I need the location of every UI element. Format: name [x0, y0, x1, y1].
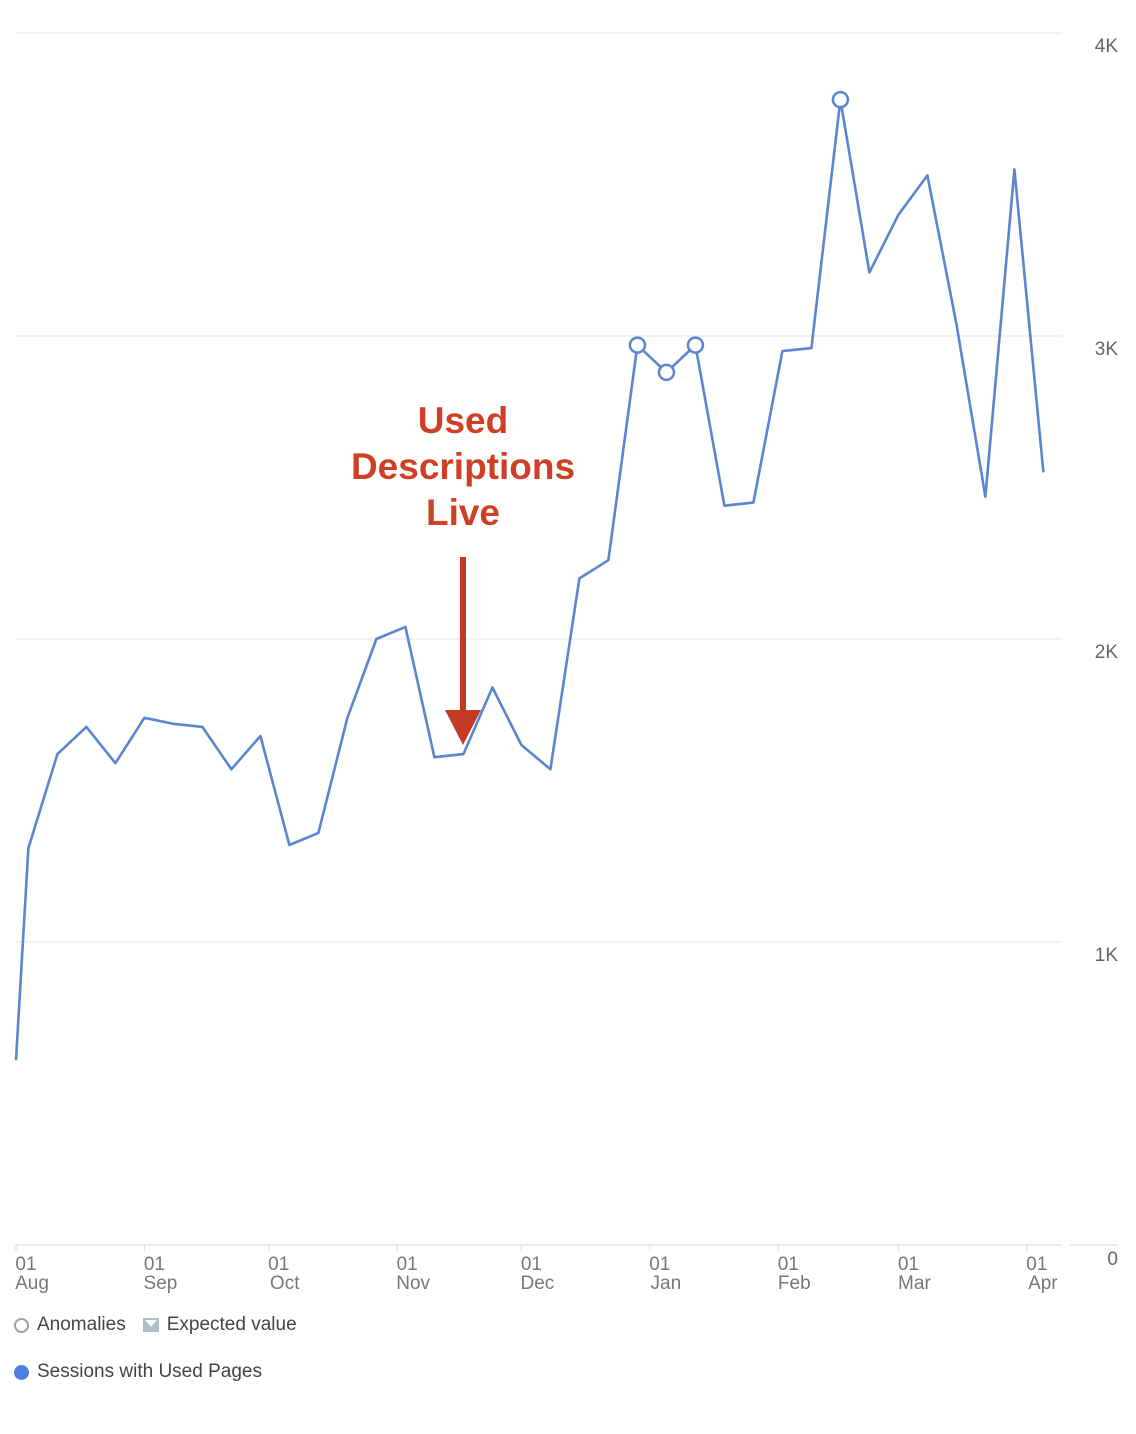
- x-tick-day-label: 01: [521, 1254, 542, 1275]
- expected-value-icon: [142, 1318, 159, 1332]
- x-tick-month-label: Oct: [270, 1273, 300, 1294]
- x-tick-day-label: 01: [898, 1254, 919, 1275]
- y-tick-label: 0: [1107, 1249, 1118, 1270]
- x-tick-month-label: Feb: [778, 1273, 811, 1294]
- x-tick-day-label: 01: [15, 1254, 36, 1275]
- annotation-line-2: Descriptions: [351, 446, 575, 487]
- x-tick-day-label: 01: [649, 1254, 670, 1275]
- anomaly-point[interactable]: [831, 90, 850, 109]
- x-tick-month-label: Dec: [521, 1273, 555, 1294]
- arrow-down-icon: [445, 710, 481, 745]
- x-axis-ticks: 01Aug01Sep01Oct01Nov01Dec01Jan01Feb01Mar…: [15, 1245, 1058, 1294]
- x-tick-month-label: Aug: [15, 1273, 49, 1294]
- legend-label-anomalies: Anomalies: [37, 1314, 126, 1335]
- legend-row-2: Sessions with Used Pages: [14, 1361, 279, 1383]
- x-tick-month-label: Jan: [651, 1273, 682, 1294]
- x-tick-day-label: 01: [778, 1254, 799, 1275]
- x-tick-day-label: 01: [1026, 1254, 1047, 1275]
- x-tick-day-label: 01: [144, 1254, 165, 1275]
- anomaly-markers: [628, 90, 850, 382]
- x-tick-month-label: Sep: [144, 1273, 178, 1294]
- x-tick-month-label: Mar: [898, 1273, 931, 1294]
- legend-item-expected-value[interactable]: Expected value: [142, 1314, 297, 1336]
- series-line-sessions: [14, 98, 1045, 1061]
- y-tick-label: 4K: [1095, 36, 1119, 57]
- legend-item-sessions[interactable]: Sessions with Used Pages: [14, 1361, 262, 1383]
- legend-row-1: Anomalies Expected value: [14, 1314, 314, 1336]
- gridlines: [16, 32, 1118, 1246]
- anomaly-point[interactable]: [628, 336, 647, 354]
- legend-label-expected-value: Expected value: [166, 1314, 297, 1335]
- y-axis-ticks: 0 1K 2K 3K 4K: [1095, 36, 1119, 1270]
- x-tick-day-label: 01: [268, 1254, 289, 1275]
- hollow-circle-icon: [14, 1317, 29, 1333]
- annotation-line-1: Used: [418, 400, 508, 441]
- x-tick-month-label: Nov: [396, 1273, 430, 1294]
- y-tick-label: 3K: [1095, 339, 1119, 360]
- legend-item-anomalies[interactable]: Anomalies: [14, 1314, 126, 1336]
- annotation: Used Descriptions Live: [351, 400, 575, 745]
- legend-label-sessions: Sessions with Used Pages: [37, 1361, 262, 1382]
- x-tick-day-label: 01: [397, 1254, 418, 1275]
- annotation-line-3: Live: [426, 492, 500, 533]
- filled-circle-icon: [14, 1364, 29, 1380]
- anomaly-point[interactable]: [657, 363, 676, 382]
- y-tick-label: 1K: [1095, 945, 1119, 966]
- x-tick-month-label: Apr: [1028, 1273, 1058, 1294]
- anomaly-point[interactable]: [686, 336, 705, 354]
- y-tick-label: 2K: [1095, 642, 1119, 663]
